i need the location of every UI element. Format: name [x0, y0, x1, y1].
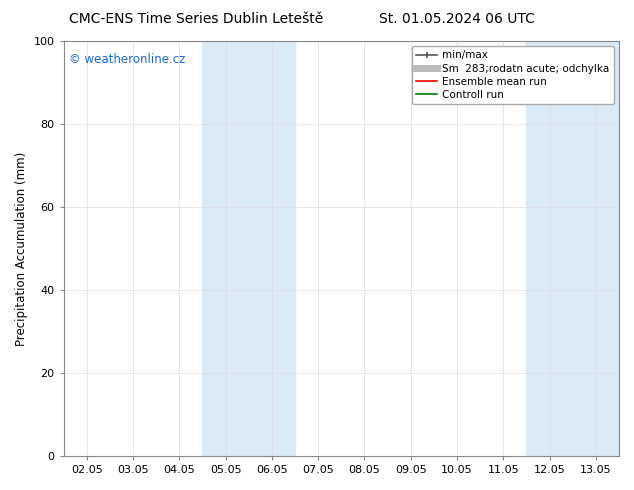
Bar [202, 41, 295, 456]
Bar [526, 41, 619, 456]
Legend: min/max, Sm  283;rodatn acute; odchylka, Ensemble mean run, Controll run: min/max, Sm 283;rodatn acute; odchylka, … [412, 46, 614, 104]
Text: St. 01.05.2024 06 UTC: St. 01.05.2024 06 UTC [378, 12, 534, 26]
Y-axis label: Precipitation Accumulation (mm): Precipitation Accumulation (mm) [15, 151, 28, 345]
Text: CMC-ENS Time Series Dublin Leteště: CMC-ENS Time Series Dublin Leteště [69, 12, 324, 26]
Text: © weatheronline.cz: © weatheronline.cz [69, 53, 186, 67]
